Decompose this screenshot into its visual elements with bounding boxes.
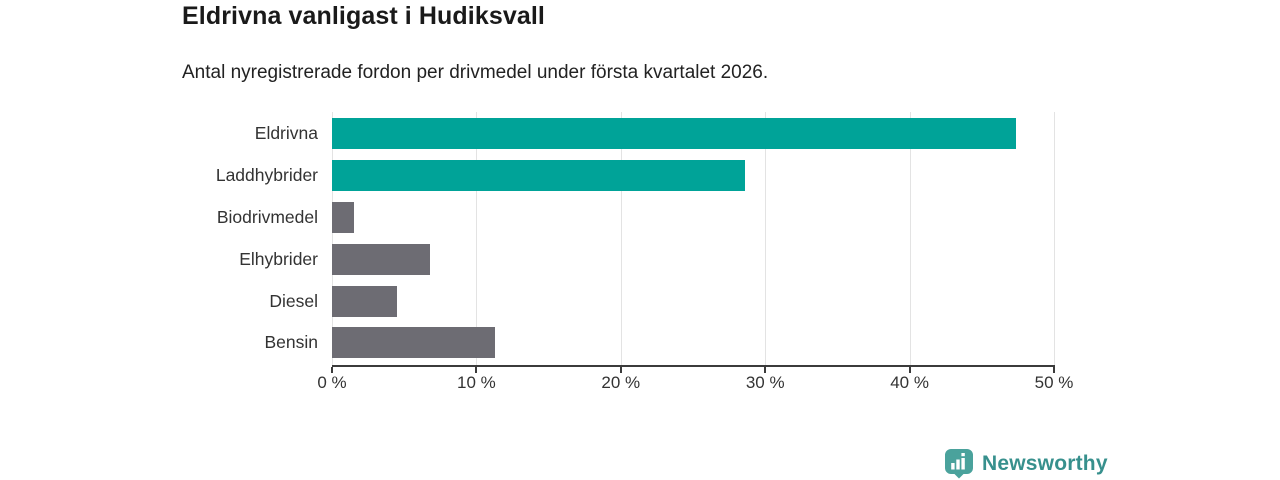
- bar-biodrivmedel: [332, 201, 354, 233]
- x-axis-tick-mark: [908, 367, 911, 373]
- bar-laddhybrider: [332, 160, 745, 192]
- chart-title: Eldrivna vanligast i Hudiksvall: [182, 2, 545, 30]
- category-label: Eldrivna: [254, 123, 318, 144]
- x-axis-tick-mark: [764, 367, 767, 373]
- newsworthy-logo-text: Newsworthy: [982, 451, 1108, 475]
- x-axis-tick-mark: [619, 367, 622, 373]
- category-label: Diesel: [269, 290, 318, 311]
- category-label: Biodrivmedel: [216, 206, 318, 227]
- category-label: Bensin: [264, 332, 318, 353]
- x-axis-tick-mark: [1053, 367, 1055, 373]
- newsworthy-logo[interactable]: Newsworthy: [944, 448, 1108, 479]
- bar-eldrivna: [332, 118, 1017, 150]
- x-axis-tick-mark: [475, 367, 478, 373]
- gridline: [332, 112, 333, 366]
- chart-subtitle: Antal nyregistrerade fordon per drivmede…: [182, 62, 769, 83]
- plot-area: [332, 112, 1055, 366]
- bar-chart-badge-icon: [944, 448, 974, 479]
- x-axis-tick-label: 20 %: [601, 373, 641, 392]
- gridline: [476, 112, 478, 366]
- gridline: [1054, 112, 1055, 366]
- x-axis-line: [332, 365, 1055, 367]
- bar-diesel: [332, 285, 397, 317]
- x-axis-tick-mark: [331, 367, 333, 373]
- x-axis-tick-label: 10 %: [457, 373, 496, 392]
- bar-bensin: [332, 327, 496, 359]
- category-label: Elhybrider: [239, 248, 318, 269]
- gridline: [765, 112, 767, 366]
- x-axis-tick-label: 40 %: [890, 373, 929, 392]
- x-axis-tick-label: 50 %: [1034, 373, 1074, 392]
- bar-elhybrider: [332, 243, 431, 275]
- x-axis-tick-label: 0 %: [317, 373, 347, 392]
- gridline: [909, 112, 911, 366]
- gridline: [620, 112, 622, 366]
- category-label: Laddhybrider: [215, 165, 318, 186]
- x-axis-tick-label: 30 %: [745, 373, 785, 392]
